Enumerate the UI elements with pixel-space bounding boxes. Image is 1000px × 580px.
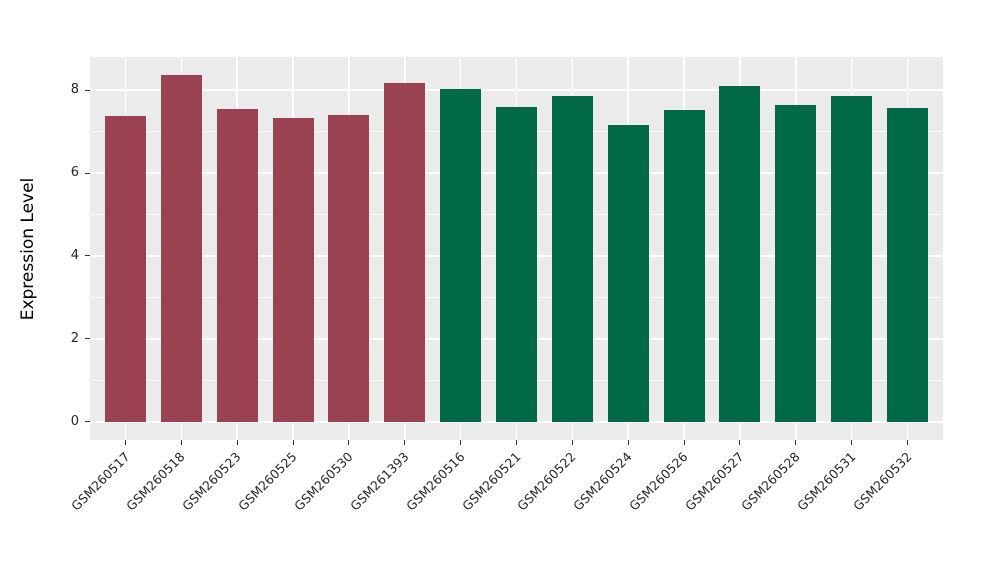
- bar-GSM260523: [216, 108, 258, 422]
- x-tick-GSM260532: [907, 440, 908, 445]
- bar-GSM260517: [105, 115, 146, 422]
- y-tick-label-8: 8: [70, 82, 79, 98]
- x-tick-GSM260522: [571, 440, 573, 445]
- bar-GSM261393: [384, 82, 426, 422]
- bar-GSM260526: [663, 110, 705, 422]
- x-tick-GSM260530: [348, 440, 350, 445]
- bar-GSM260532: [887, 107, 928, 422]
- x-tick-GSM260523: [236, 440, 238, 445]
- y-tick-4: [85, 255, 90, 257]
- plot-panel: [90, 57, 943, 440]
- bar-GSM260531: [831, 95, 873, 422]
- bar-GSM260527: [719, 86, 761, 422]
- y-tick-label-2: 2: [70, 330, 79, 346]
- bar-GSM260525: [272, 117, 314, 422]
- y-tick-label-4: 4: [70, 247, 79, 263]
- x-tick-GSM260526: [683, 440, 685, 445]
- y-tick-label-0: 0: [70, 413, 79, 429]
- y-tick-8: [85, 89, 90, 91]
- x-tick-GSM260527: [739, 440, 741, 445]
- x-tick-GSM260525: [292, 440, 294, 445]
- bar-GSM260528: [775, 105, 817, 422]
- x-tick-GSM260517: [125, 440, 126, 445]
- bar-GSM260521: [496, 106, 537, 422]
- x-tick-GSM260516: [460, 440, 462, 445]
- y-tick-0: [85, 421, 90, 423]
- x-tick-GSM260531: [851, 440, 853, 445]
- x-tick-GSM260524: [627, 440, 629, 445]
- bar-GSM260518: [160, 74, 202, 422]
- bar-GSM260524: [607, 125, 649, 422]
- bar-GSM260530: [328, 114, 370, 422]
- x-tick-GSM260518: [180, 440, 182, 445]
- y-tick-6: [85, 172, 90, 174]
- bar-GSM260516: [440, 88, 482, 422]
- x-tick-GSM260528: [795, 440, 797, 445]
- x-tick-GSM260521: [516, 440, 517, 445]
- x-tick-GSM261393: [404, 440, 406, 445]
- bar-GSM260522: [551, 95, 593, 422]
- y-tick-2: [85, 338, 90, 340]
- y-tick-label-6: 6: [70, 165, 79, 181]
